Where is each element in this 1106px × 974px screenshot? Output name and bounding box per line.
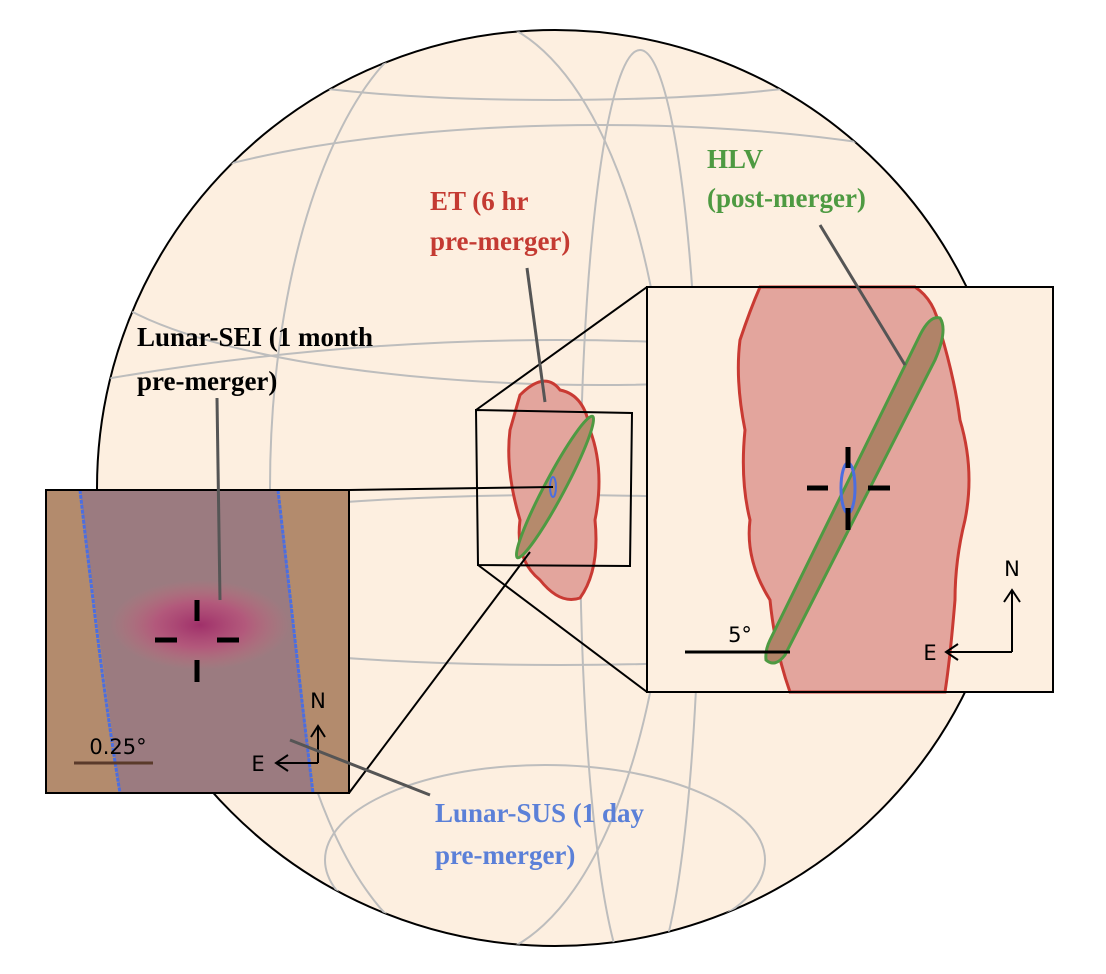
sus-label: Lunar-SUS (1 day	[435, 798, 645, 828]
sus-label: pre-merger)	[435, 840, 575, 870]
et-label: pre-merger)	[430, 226, 570, 256]
east-label: E	[251, 752, 264, 776]
scale-label: 5°	[728, 623, 752, 647]
zoom-line	[475, 286, 648, 411]
east-label: E	[923, 641, 936, 665]
zoom-line	[348, 486, 554, 491]
sei-label: pre-merger)	[137, 366, 277, 396]
hlv-label: (post-merger)	[707, 183, 866, 213]
scale-label: 0.25°	[89, 735, 146, 759]
et-label: ET (6 hr	[430, 186, 529, 216]
hlv-label: HLV	[707, 144, 764, 174]
left-inset: 0.25° N E	[45, 489, 350, 794]
zoom-box	[474, 408, 634, 568]
zoom-line	[477, 564, 648, 693]
zoom-line	[348, 551, 531, 794]
right-inset: 5° N E	[646, 285, 1054, 694]
pointers	[215, 224, 907, 797]
sei-label: Lunar-SEI (1 month	[137, 322, 373, 352]
north-label: N	[310, 689, 326, 713]
north-label: N	[1004, 557, 1020, 581]
